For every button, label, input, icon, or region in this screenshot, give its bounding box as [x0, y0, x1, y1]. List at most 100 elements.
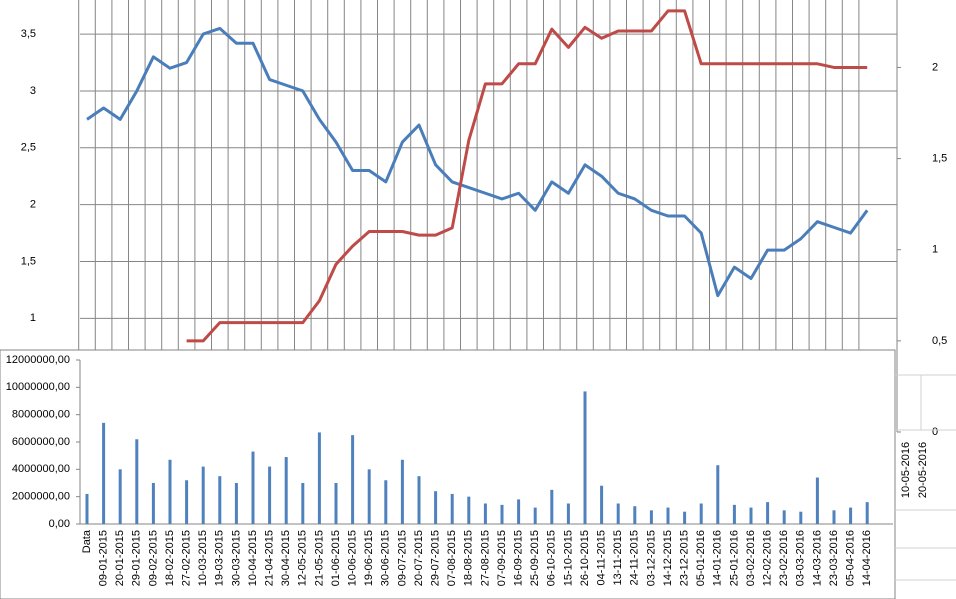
bar: [666, 507, 670, 524]
x-tick-label: 12-05-2015: [297, 530, 309, 586]
x-tick-label: 18-08-2015: [463, 530, 475, 586]
bar: [251, 451, 255, 524]
y2-tick-label: 0,5: [932, 335, 947, 347]
x-tick-label: 30-03-2015: [230, 530, 242, 586]
bar: [135, 439, 139, 524]
bar: [450, 493, 454, 524]
bar: [550, 489, 554, 524]
x-tick-label: 25-01-2016: [728, 530, 740, 586]
bar: [317, 432, 321, 524]
y-tick-label: 8000000,00: [12, 409, 70, 421]
bar: [367, 469, 371, 524]
y-tick-label: 2000000,00: [12, 491, 70, 503]
x-tick-label: 23-03-2016: [828, 530, 840, 586]
bar: [301, 483, 305, 524]
bar: [151, 483, 155, 524]
x-tick-label: 03-02-2016: [745, 530, 757, 586]
bar: [185, 480, 189, 524]
bar: [268, 466, 272, 524]
bar: [118, 469, 122, 524]
bar: [815, 477, 819, 524]
x-tick-label: 23-12-2015: [679, 530, 691, 586]
x-tick-label: 10-04-2015: [247, 530, 259, 586]
x-tick-label: 10-05-2016: [900, 442, 912, 498]
bar: [716, 465, 720, 524]
x-tick-label: 13-11-2015: [612, 530, 624, 585]
bar: [284, 457, 288, 524]
y2-tick-label: 1: [932, 244, 938, 256]
y2-tick-label: 1,5: [932, 152, 947, 164]
bar: [799, 511, 803, 524]
bar: [234, 483, 238, 524]
y-tick-label: 1,5: [21, 255, 36, 267]
bar: [865, 502, 869, 524]
y-tick-label: 1: [30, 312, 36, 324]
x-tick-label: 25-09-2015: [529, 530, 541, 586]
x-tick-label: 14-12-2015: [662, 530, 674, 586]
x-tick-label: 20-07-2015: [413, 530, 425, 586]
x-tick-label: 07-09-2015: [496, 530, 508, 586]
x-tick-label: 29-07-2015: [430, 530, 442, 586]
x-tick-label: 03-03-2016: [795, 530, 807, 586]
bar: [633, 506, 637, 524]
bar: [616, 503, 620, 524]
bar: [766, 502, 770, 524]
bar: [699, 503, 703, 524]
bar: [85, 493, 89, 524]
x-tick-label: 16-09-2015: [513, 530, 525, 586]
y-tick-label: 6000000,00: [12, 436, 70, 448]
x-tick-label: 23-02-2016: [778, 530, 790, 586]
y-tick-label: 2,5: [21, 142, 36, 154]
y2-tick-label: 2: [932, 61, 938, 73]
x-tick-label: 19-06-2015: [363, 530, 375, 586]
x-tick-label: 09-02-2015: [147, 530, 159, 586]
x-tick-label: 09-01-2015: [98, 530, 110, 586]
x-tick-label: 19-03-2015: [214, 530, 226, 586]
bar: [168, 459, 172, 524]
bar: [201, 466, 205, 524]
bar: [417, 476, 421, 524]
bar: [384, 480, 388, 524]
y-tick-label: 0,00: [49, 518, 70, 530]
x-tick-label: 27-02-2015: [181, 530, 193, 586]
x-tick-label: 30-04-2015: [280, 530, 292, 586]
line-series: [86, 26, 869, 298]
x-tick-label: 21-04-2015: [264, 530, 276, 586]
x-tick-label: 30-06-2015: [380, 530, 392, 586]
bar: [400, 459, 404, 524]
x-tick-label: 09-07-2015: [396, 530, 408, 586]
x-tick-label: 05-01-2016: [695, 530, 707, 586]
bar: [218, 476, 222, 524]
x-tick-label: 07-08-2015: [446, 530, 458, 586]
x-tick-label: 01-06-2015: [330, 530, 342, 586]
bar: [583, 391, 587, 524]
x-tick-label: 15-10-2015: [562, 530, 574, 586]
x-tick-label: 03-12-2015: [645, 530, 657, 586]
bar: [434, 491, 438, 524]
x-tick-label: 12-02-2016: [762, 530, 774, 586]
bar-panel: [0, 349, 896, 599]
bar: [334, 483, 338, 524]
y-tick-label: 3,5: [21, 28, 36, 40]
x-tick-label: 04-11-2015: [596, 530, 608, 585]
x-tick-label: 14-03-2016: [811, 530, 823, 586]
bar: [749, 507, 753, 524]
x-tick-label: 18-02-2015: [164, 530, 176, 586]
y-tick-label: 10000000,00: [6, 381, 70, 393]
bar: [351, 435, 355, 524]
line-series: [186, 9, 868, 343]
x-tick-label: 24-11-2015: [629, 530, 641, 585]
y-tick-label: 4000000,00: [12, 463, 70, 475]
x-tick-label: 26-10-2015: [579, 530, 591, 586]
y-tick-label: 2: [30, 199, 36, 211]
x-tick-label: Data: [81, 529, 93, 553]
x-tick-label: 21-05-2015: [313, 530, 325, 586]
x-tick-label: 05-04-2016: [845, 530, 857, 586]
x-tick-label: 14-04-2016: [861, 530, 873, 586]
bar: [849, 507, 853, 524]
bar: [102, 422, 106, 524]
bar: [832, 510, 836, 524]
y-tick-label: 12000000,00: [6, 354, 70, 366]
bar: [566, 503, 570, 524]
